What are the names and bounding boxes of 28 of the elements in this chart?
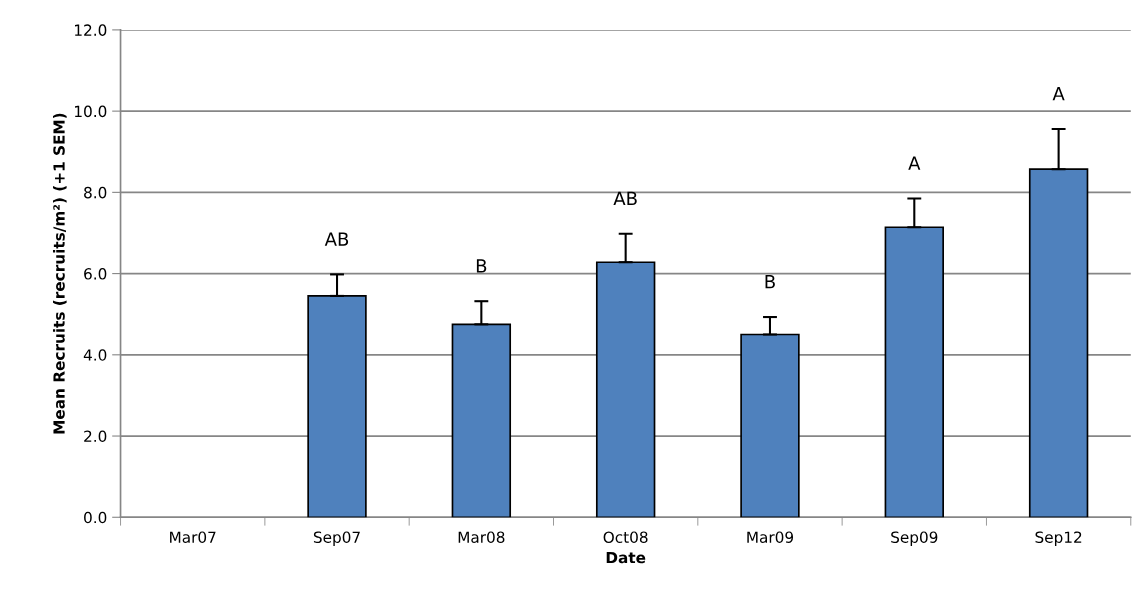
y-tick-label: 8.0 [84, 186, 107, 199]
y-axis-title: Mean Recruits (recruits/m²) (+1 SEM) [52, 113, 67, 434]
annotation: B [476, 259, 487, 273]
x-axis-title: Date [606, 551, 646, 564]
bar [451, 323, 512, 518]
y-tick-label: 12.0 [75, 24, 107, 36]
annotation: B [765, 275, 775, 289]
bar [595, 261, 656, 518]
x-tick-label: Mar07 [170, 531, 216, 543]
annotation: A [908, 156, 921, 170]
bar [740, 333, 800, 518]
annotation: AB [613, 191, 637, 206]
y-tick-label: 0.0 [84, 511, 107, 524]
x-tick-label: Mar09 [747, 531, 794, 543]
bar [1028, 168, 1089, 518]
x-tick-label: Sep09 [891, 531, 938, 546]
x-tick-label: Oct08 [603, 531, 648, 543]
bar [884, 226, 944, 518]
annotation: A [1052, 87, 1065, 101]
y-tick-label: 10.0 [75, 105, 107, 118]
annotation: AB [324, 232, 349, 246]
x-tick-label: Sep07 [313, 531, 360, 546]
bar [307, 295, 367, 518]
x-tick-label: Mar08 [458, 531, 505, 543]
y-tick-label: 6.0 [84, 268, 107, 280]
y-tick-label: 2.0 [84, 430, 107, 443]
y-tick-label: 4.0 [83, 349, 107, 361]
x-tick-label: Sep12 [1035, 531, 1082, 546]
